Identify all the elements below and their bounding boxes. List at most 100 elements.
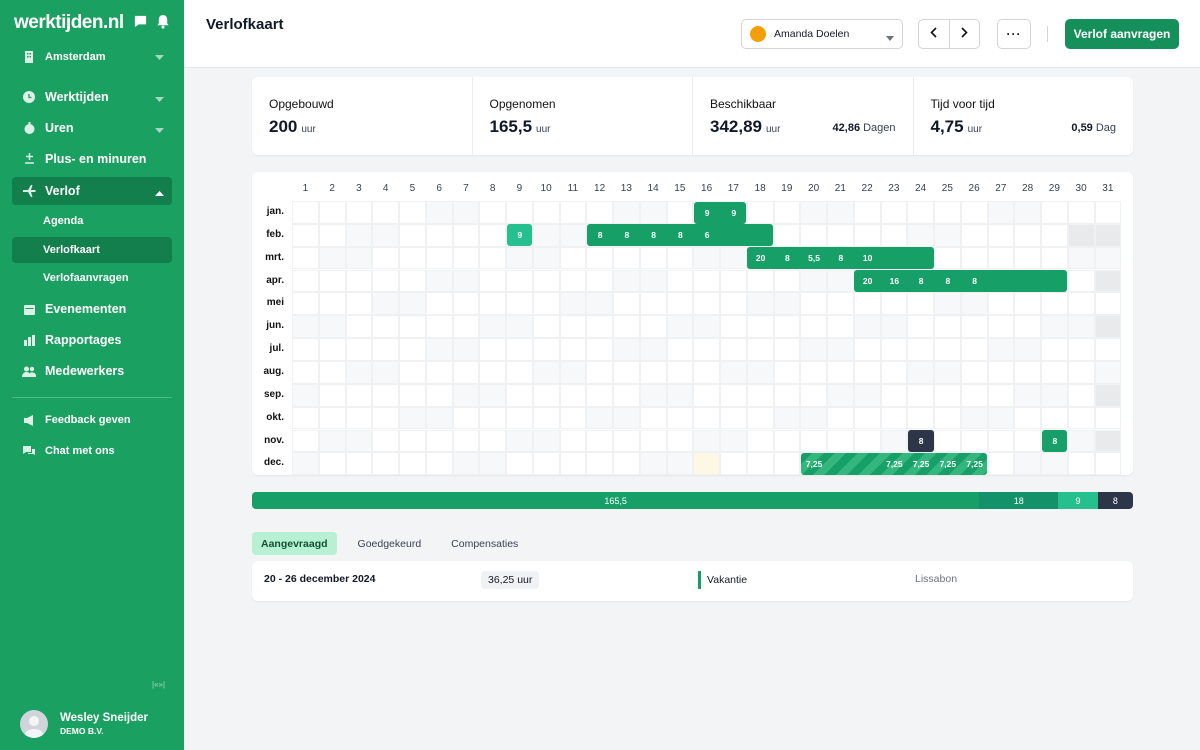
calendar-day-cell[interactable] bbox=[1041, 406, 1068, 430]
nav-verlofaanvragen[interactable]: Verlofaanvragen bbox=[43, 272, 129, 284]
calendar-day-cell[interactable] bbox=[720, 429, 747, 453]
calendar-day-cell[interactable] bbox=[666, 338, 694, 361]
calendar-day-cell[interactable] bbox=[292, 406, 319, 430]
calendar-day-cell[interactable] bbox=[746, 429, 774, 453]
calendar-day-cell[interactable] bbox=[960, 383, 988, 407]
calendar-day-cell[interactable] bbox=[372, 223, 399, 247]
calendar-day-cell[interactable] bbox=[934, 246, 961, 270]
calendar-day-cell[interactable] bbox=[372, 246, 399, 270]
calendar-day-cell[interactable] bbox=[1094, 360, 1122, 384]
calendar-day-cell[interactable] bbox=[1094, 269, 1122, 293]
calendar-day-cell[interactable] bbox=[746, 201, 774, 224]
calendar-day-cell[interactable] bbox=[452, 246, 480, 270]
calendar-day-cell[interactable] bbox=[960, 360, 988, 384]
calendar-day-cell[interactable] bbox=[1094, 315, 1122, 339]
calendar-day-cell[interactable] bbox=[639, 360, 667, 384]
brand-logo[interactable]: werktijden.nl bbox=[14, 12, 124, 33]
calendar-day-cell[interactable] bbox=[639, 315, 667, 339]
calendar-day-cell[interactable] bbox=[345, 315, 373, 339]
calendar-day-cell[interactable] bbox=[693, 406, 720, 430]
calendar-day-cell[interactable] bbox=[880, 201, 908, 224]
calendar-day-cell[interactable] bbox=[425, 383, 453, 407]
calendar-day-cell[interactable] bbox=[1067, 292, 1095, 316]
calendar-day-cell[interactable] bbox=[987, 246, 1015, 270]
calendar-day-cell[interactable] bbox=[292, 246, 319, 270]
tab-compensaties[interactable]: Compensaties bbox=[451, 537, 519, 550]
calendar-day-cell[interactable] bbox=[613, 315, 640, 339]
previous-button[interactable] bbox=[919, 20, 950, 48]
calendar-day-cell[interactable] bbox=[1067, 452, 1095, 476]
calendar-day-cell[interactable] bbox=[345, 201, 373, 224]
calendar-day-cell[interactable] bbox=[1067, 338, 1095, 361]
calendar-day-cell[interactable] bbox=[827, 383, 854, 407]
calendar-day-cell[interactable] bbox=[586, 429, 613, 453]
nav-verlofkaart[interactable]: Verlofkaart bbox=[12, 237, 172, 263]
calendar-day-cell[interactable] bbox=[666, 429, 694, 453]
calendar-day-cell[interactable] bbox=[292, 223, 319, 247]
calendar-day-cell[interactable] bbox=[773, 360, 801, 384]
calendar-day-cell[interactable] bbox=[987, 201, 1015, 224]
nav-medewerkers[interactable]: Medewerkers bbox=[12, 357, 172, 385]
calendar-day-cell[interactable] bbox=[1067, 360, 1095, 384]
nav-uren[interactable]: Uren bbox=[12, 114, 172, 142]
calendar-day-cell[interactable] bbox=[345, 429, 373, 453]
calendar-day-cell[interactable] bbox=[960, 406, 988, 430]
calendar-day-cell[interactable] bbox=[532, 452, 560, 476]
nav-verlof[interactable]: Verlof bbox=[12, 177, 172, 205]
calendar-day-cell[interactable] bbox=[720, 246, 747, 270]
calendar-day-cell[interactable] bbox=[452, 292, 480, 316]
calendar-day-cell[interactable] bbox=[773, 223, 801, 247]
calendar-day-cell[interactable] bbox=[827, 201, 854, 224]
calendar-day-cell[interactable] bbox=[506, 360, 533, 384]
calendar-day-cell[interactable] bbox=[827, 292, 854, 316]
calendar-day-cell[interactable] bbox=[1014, 383, 1041, 407]
calendar-day-cell[interactable] bbox=[479, 338, 506, 361]
calendar-day-cell[interactable] bbox=[720, 383, 747, 407]
calendar-day-cell[interactable] bbox=[318, 269, 346, 293]
calendar-day-cell[interactable] bbox=[586, 246, 613, 270]
calendar-day-cell[interactable] bbox=[880, 338, 908, 361]
calendar-day-cell[interactable] bbox=[452, 338, 480, 361]
calendar-day-cell[interactable] bbox=[613, 269, 640, 293]
calendar-day-cell[interactable] bbox=[880, 315, 908, 339]
calendar-day-cell[interactable] bbox=[318, 201, 346, 224]
leave-request-row[interactable]: 20 - 26 december 2024 36,25 uur Vakantie… bbox=[252, 561, 1133, 601]
calendar-day-cell[interactable] bbox=[452, 223, 480, 247]
calendar-day-cell[interactable] bbox=[452, 452, 480, 476]
calendar-day-cell[interactable] bbox=[479, 292, 506, 316]
calendar-day-cell[interactable] bbox=[693, 452, 720, 476]
calendar-day-cell[interactable] bbox=[532, 269, 560, 293]
calendar-day-cell[interactable] bbox=[907, 338, 934, 361]
calendar-day-cell[interactable] bbox=[452, 406, 480, 430]
calendar-day-cell[interactable] bbox=[479, 223, 506, 247]
calendar-day-cell[interactable] bbox=[693, 338, 720, 361]
calendar-day-cell[interactable] bbox=[853, 360, 881, 384]
calendar-day-cell[interactable] bbox=[934, 223, 961, 247]
calendar-day-cell[interactable] bbox=[425, 292, 453, 316]
calendar-day-cell[interactable] bbox=[880, 360, 908, 384]
calendar-day-cell[interactable] bbox=[666, 269, 694, 293]
calendar-day-cell[interactable] bbox=[559, 223, 587, 247]
calendar-day-cell[interactable] bbox=[746, 315, 774, 339]
calendar-day-cell[interactable] bbox=[345, 452, 373, 476]
calendar-day-cell[interactable] bbox=[586, 406, 613, 430]
calendar-day-cell[interactable] bbox=[452, 201, 480, 224]
calendar-day-cell[interactable] bbox=[800, 406, 827, 430]
next-button[interactable] bbox=[950, 20, 980, 48]
calendar-day-cell[interactable] bbox=[345, 223, 373, 247]
calendar-day-cell[interactable] bbox=[318, 223, 346, 247]
calendar-day-cell[interactable] bbox=[613, 406, 640, 430]
calendar-day-cell[interactable] bbox=[800, 292, 827, 316]
calendar-day-cell[interactable] bbox=[345, 406, 373, 430]
calendar-day-cell[interactable] bbox=[292, 452, 319, 476]
tab-goedgekeurd[interactable]: Goedgekeurd bbox=[357, 537, 422, 550]
calendar-day-cell[interactable] bbox=[506, 406, 533, 430]
calendar-day-cell[interactable] bbox=[559, 406, 587, 430]
calendar-day-cell[interactable] bbox=[666, 406, 694, 430]
calendar-day-cell[interactable] bbox=[934, 406, 961, 430]
calendar-day-cell[interactable] bbox=[800, 315, 827, 339]
calendar-day-cell[interactable] bbox=[934, 429, 961, 453]
calendar-day-cell[interactable] bbox=[586, 452, 613, 476]
calendar-day-cell[interactable] bbox=[666, 383, 694, 407]
calendar-day-cell[interactable] bbox=[800, 429, 827, 453]
